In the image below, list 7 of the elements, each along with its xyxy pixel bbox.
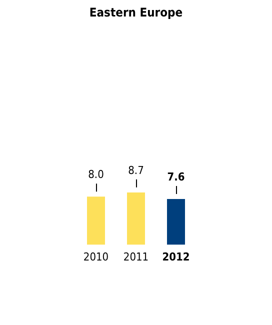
x-tick-label: 2011 — [123, 250, 149, 264]
chart-title: Eastern Europe — [89, 5, 183, 20]
data-label: 8.7 — [128, 164, 144, 177]
x-tick-label: 2012 — [162, 250, 190, 264]
data-label: 8.0 — [88, 168, 104, 181]
data-label: 7.6 — [167, 170, 185, 184]
x-tick-label: 2010 — [83, 250, 109, 264]
